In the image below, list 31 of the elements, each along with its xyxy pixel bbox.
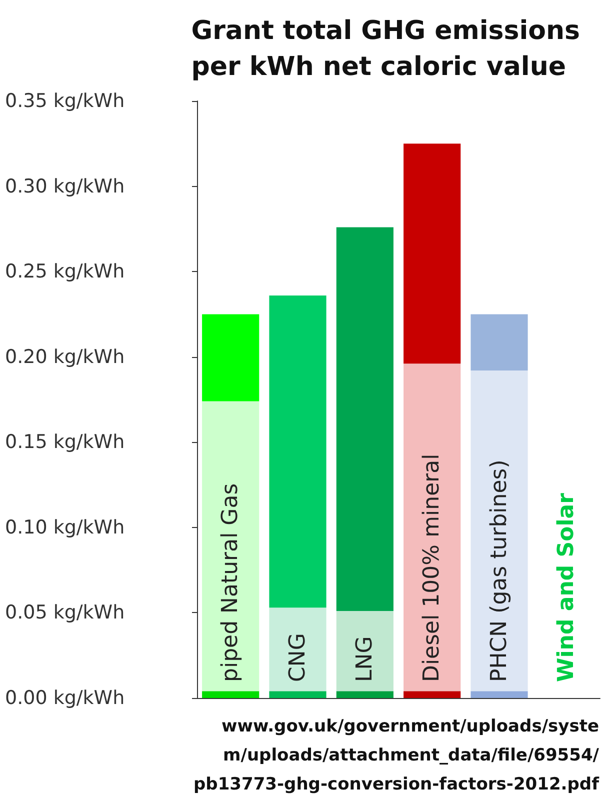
y-tick-label: 0.35 kg/kWh bbox=[5, 90, 125, 112]
bar bbox=[269, 608, 326, 692]
y-tick-label: 0.15 kg/kWh bbox=[5, 431, 125, 454]
bar bbox=[269, 691, 326, 698]
bar bbox=[404, 144, 461, 364]
y-tick-label: 0.20 kg/kWh bbox=[5, 346, 125, 368]
bar bbox=[470, 314, 528, 371]
x-tick-label: LNG bbox=[352, 636, 378, 682]
bar bbox=[336, 227, 394, 612]
y-tick-label: 0.10 kg/kWh bbox=[5, 516, 125, 538]
bar bbox=[202, 691, 260, 698]
bar bbox=[336, 691, 394, 698]
text: www.gov.uk/government/uploads/syste m/uploads/attachment_data/file/69554/ pb13773-ghg-conversion-factors-2012.pdf bbox=[194, 716, 600, 794]
x-tick-label: Wind and Solar bbox=[554, 492, 579, 682]
y-tick-label: 0.05 kg/kWh bbox=[5, 602, 125, 624]
y-tick-label: 0.00 kg/kWh bbox=[5, 687, 125, 709]
bar bbox=[404, 364, 461, 692]
x-tick-label: Diesel 100% mineral bbox=[420, 454, 445, 682]
x-tick-label: piped Natural Gas bbox=[218, 483, 244, 682]
y-tick-label: 0.25 kg/kWh bbox=[5, 260, 125, 283]
y-tick-label: 0.30 kg/kWh bbox=[5, 175, 125, 198]
bar bbox=[202, 401, 260, 692]
bar bbox=[470, 691, 528, 698]
bar bbox=[336, 611, 394, 692]
x-tick-label: PHCN (gas turbines) bbox=[486, 460, 512, 682]
bar bbox=[404, 691, 461, 698]
x-tick-label: CNG bbox=[285, 633, 310, 682]
bar bbox=[202, 314, 260, 402]
bar bbox=[269, 295, 326, 608]
chart-title: Grant total GHG emissions per kWh net caloric value bbox=[191, 16, 580, 82]
bar bbox=[470, 370, 528, 692]
